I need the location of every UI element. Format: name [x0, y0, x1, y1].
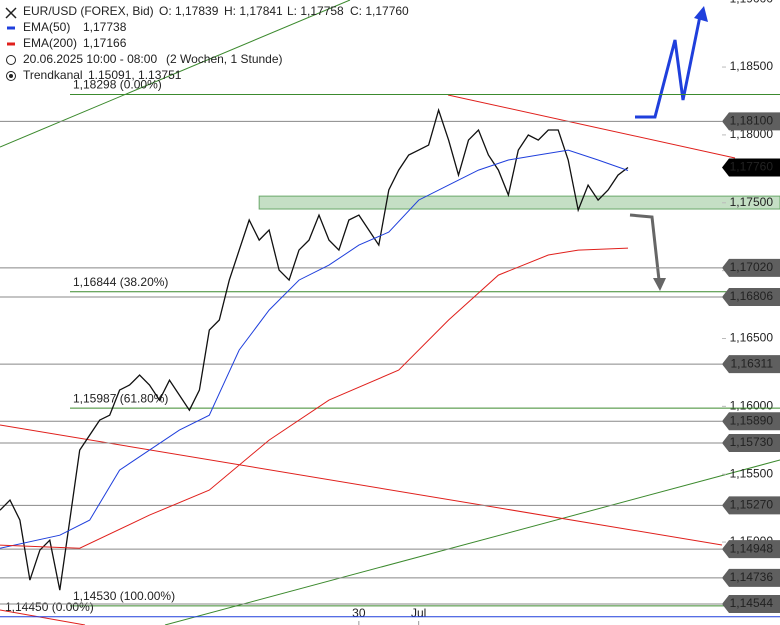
level-box [722, 287, 780, 306]
pair-icon [5, 7, 17, 19]
level-label: 1,15730 [730, 435, 774, 449]
y-tick-label: 1,16000 [730, 399, 774, 413]
legend-value: 1,17738 [83, 20, 127, 34]
channel-icon [9, 74, 13, 78]
x-tick-label: 30 [352, 606, 366, 620]
fib-label: 1,15987 (61.80%) [73, 391, 168, 405]
legend: EUR/USD (FOREX, Bid) O: 1,17839 H: 1,178… [5, 4, 409, 82]
legend-label: EMA(50) [23, 20, 70, 34]
down-arrow [629, 213, 661, 281]
chart-title: EUR/USD (FOREX, Bid) [23, 4, 154, 18]
legend-value: 1,17166 [83, 36, 127, 50]
price-line [0, 247, 629, 549]
level-box [722, 355, 780, 374]
trend-line [0, 0, 351, 148]
last-price-label: 1,17760 [730, 160, 774, 174]
legend-label: EMA(200) [23, 36, 77, 50]
up-arrow [635, 15, 702, 119]
level-label: 1,14736 [730, 570, 774, 584]
channel-icon [6, 71, 16, 81]
period-span: (2 Wochen, 1 Stunde) [166, 52, 283, 66]
fib-label: 1,14450 (0.00%) [5, 600, 94, 614]
support-zone [258, 195, 780, 210]
level-box [722, 412, 780, 431]
trend-line [0, 609, 86, 625]
level-label: 1,15270 [730, 498, 774, 512]
y-tick-label: 1,18500 [730, 59, 774, 73]
arrow-head [694, 6, 708, 22]
fib-label: 1,18298 (0.00%) [73, 78, 162, 92]
fib-label: 1,16844 (38.20%) [73, 275, 168, 289]
channel-name: Trendkanal [23, 68, 83, 82]
level-box [722, 540, 780, 559]
period: 20.06.2025 10:00 - 08:00 [23, 52, 157, 66]
last-price-box [722, 158, 780, 177]
level-label: 1,18100 [730, 114, 774, 128]
level-label: 1,16806 [730, 289, 774, 303]
level-box [722, 594, 780, 613]
level-box [722, 258, 780, 277]
level-label: 1,17020 [730, 260, 774, 274]
y-tick-label: 1,17500 [730, 195, 774, 209]
ohlc-high: H: 1,17841 [224, 4, 283, 18]
y-tick-label: 1,19000 [730, 0, 774, 5]
ohlc-low: L: 1,17758 [287, 4, 344, 18]
y-tick-label: 1,16500 [730, 331, 774, 345]
x-tick-label: Jul [411, 606, 426, 620]
level-box [722, 433, 780, 452]
trend-line [164, 459, 780, 625]
ohlc-close: C: 1,17760 [350, 4, 409, 18]
level-label: 1,16311 [731, 356, 774, 370]
y-tick-label: 1,15500 [730, 466, 774, 480]
ohlc-open: O: 1,17839 [159, 4, 219, 18]
fib-label: 1,14530 (100.00%) [73, 589, 175, 603]
channel-values: 1.15091, 1.13751 [88, 68, 182, 82]
level-label: 1,15890 [730, 413, 774, 427]
trend-line [447, 94, 736, 159]
trend-line [0, 424, 723, 546]
y-tick-label: 1,18000 [730, 127, 774, 141]
level-label: 1,14544 [730, 596, 774, 610]
level-label: 1,14948 [730, 541, 774, 555]
arrow-head [653, 278, 666, 291]
clock-icon [6, 55, 16, 65]
level-box [722, 496, 780, 515]
level-box [722, 568, 780, 587]
price-line [0, 149, 629, 549]
level-box [722, 112, 780, 131]
price-line [0, 107, 629, 591]
